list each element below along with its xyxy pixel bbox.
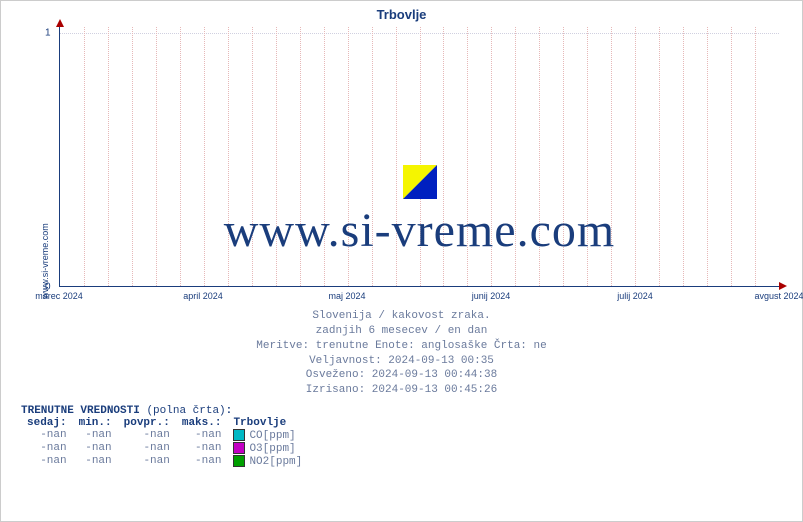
col-min: min.: xyxy=(73,417,118,429)
table-row: -nan-nan-nan-nanNO2[ppm] xyxy=(21,455,308,468)
y-axis-arrow-icon xyxy=(56,19,64,27)
chart-title: Trbovlje xyxy=(1,7,802,22)
series-swatch-icon xyxy=(233,442,245,454)
cell-series: CO[ppm] xyxy=(227,429,308,442)
cell-max: -nan xyxy=(176,429,228,442)
table-body: -nan-nan-nan-nanCO[ppm]-nan-nan-nan-nanO… xyxy=(21,429,308,468)
table-title-sub: (polna črta) xyxy=(146,405,225,417)
meta-line: Meritve: trenutne Enote: anglosaške Črta… xyxy=(1,339,802,354)
watermark-logo-icon xyxy=(403,165,437,199)
cell-now: -nan xyxy=(21,455,73,468)
cell-min: -nan xyxy=(73,442,118,455)
table-title: TRENUTNE VREDNOSTI (polna črta): xyxy=(21,405,308,417)
cell-min: -nan xyxy=(73,429,118,442)
cell-now: -nan xyxy=(21,429,73,442)
table-row: -nan-nan-nan-nanO3[ppm] xyxy=(21,442,308,455)
xtick-label: junij 2024 xyxy=(472,291,511,301)
table-title-main: TRENUTNE VREDNOSTI xyxy=(21,405,140,417)
series-label: O3[ppm] xyxy=(249,443,295,455)
cell-series: O3[ppm] xyxy=(227,442,308,455)
cell-max: -nan xyxy=(176,455,228,468)
meta-line: zadnjih 6 mesecev / en dan xyxy=(1,324,802,339)
cell-series: NO2[ppm] xyxy=(227,455,308,468)
col-avg: povpr.: xyxy=(118,417,176,429)
col-now: sedaj: xyxy=(21,417,73,429)
series-swatch-icon xyxy=(233,455,245,467)
values-table-block: TRENUTNE VREDNOSTI (polna črta): sedaj: … xyxy=(21,405,308,468)
values-table: sedaj: min.: povpr.: maks.: Trbovlje -na… xyxy=(21,417,308,468)
meta-line: Osveženo: 2024-09-13 00:44:38 xyxy=(1,368,802,383)
xtick-label: julij 2024 xyxy=(617,291,653,301)
series-label: NO2[ppm] xyxy=(249,456,302,468)
ytick-1: 1 xyxy=(45,28,51,39)
plot-area: www.si-vreme.com xyxy=(59,27,779,287)
meta-line: Slovenija / kakovost zraka. xyxy=(1,309,802,324)
table-header-row: sedaj: min.: povpr.: maks.: Trbovlje xyxy=(21,417,308,429)
col-station: Trbovlje xyxy=(227,417,308,429)
cell-max: -nan xyxy=(176,442,228,455)
watermark-text: www.si-vreme.com xyxy=(60,203,779,258)
table-row: -nan-nan-nan-nanCO[ppm] xyxy=(21,429,308,442)
chart-container: www.si-vreme.com Trbovlje www.si-vreme.c… xyxy=(0,0,803,522)
cell-avg: -nan xyxy=(118,455,176,468)
xtick-label: maj 2024 xyxy=(328,291,365,301)
col-max: maks.: xyxy=(176,417,228,429)
cell-avg: -nan xyxy=(118,442,176,455)
series-swatch-icon xyxy=(233,429,245,441)
x-axis-arrow-icon xyxy=(779,282,787,290)
xtick-label: avgust 2024 xyxy=(754,291,803,301)
meta-line: Veljavnost: 2024-09-13 00:35 xyxy=(1,354,802,369)
cell-avg: -nan xyxy=(118,429,176,442)
cell-min: -nan xyxy=(73,455,118,468)
x-axis-labels: marec 2024 april 2024 maj 2024 junij 202… xyxy=(59,291,779,305)
metadata-block: Slovenija / kakovost zraka. zadnjih 6 me… xyxy=(1,309,802,398)
series-label: CO[ppm] xyxy=(249,430,295,442)
xtick-label: marec 2024 xyxy=(35,291,83,301)
meta-line: Izrisano: 2024-09-13 00:45:26 xyxy=(1,383,802,398)
xtick-label: april 2024 xyxy=(183,291,223,301)
cell-now: -nan xyxy=(21,442,73,455)
